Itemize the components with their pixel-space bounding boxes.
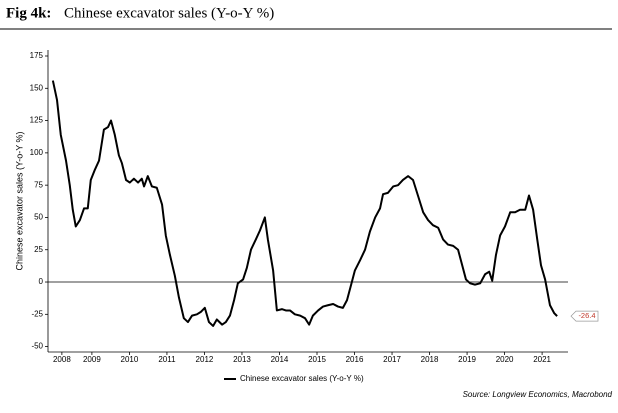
- source: Source: Longview Economics, Macrobond: [463, 390, 613, 399]
- end-label-box: [570, 310, 599, 322]
- end-value-label: -26.4: [578, 311, 595, 320]
- legend-label: Chinese excavator sales (Y-o-Y %): [240, 374, 364, 383]
- x-tick-label: 2013: [233, 355, 251, 364]
- x-tick-label: 2019: [458, 355, 476, 364]
- y-tick-label: 0: [39, 277, 44, 286]
- x-tick-label: 2021: [533, 355, 551, 364]
- x-tick-label: 2012: [196, 355, 214, 364]
- y-tick-label: 50: [34, 213, 43, 222]
- y-tick-label: -50: [31, 342, 43, 351]
- x-tick-label: 2010: [121, 355, 139, 364]
- x-tick-label: 2016: [346, 355, 364, 364]
- x-tick-label: 2011: [158, 355, 176, 364]
- line-series: [51, 80, 558, 327]
- y-tick-label: 150: [30, 83, 44, 92]
- x-tick-label: 2018: [421, 355, 439, 364]
- y-tick-label: 25: [34, 245, 43, 254]
- x-tick-label: 2008: [53, 355, 71, 364]
- y-axis-label: Chinese excavator sales (Y-o-Y %): [14, 131, 24, 270]
- y-tick-label: 125: [30, 116, 44, 125]
- x-tick-label: 2020: [496, 355, 514, 364]
- chart-title: Chinese excavator sales (Y-o-Y %): [64, 5, 274, 21]
- y-tick-label: 175: [30, 51, 44, 60]
- x-tick-label: 2009: [83, 355, 101, 364]
- figure-label: Fig 4k:: [6, 5, 51, 21]
- y-tick-label: 100: [30, 148, 44, 157]
- x-tick-label: 2015: [308, 355, 326, 364]
- x-tick-label: 2017: [383, 355, 401, 364]
- y-tick-label: 75: [34, 180, 43, 189]
- x-tick-label: 2014: [271, 355, 289, 364]
- y-tick-label: -25: [31, 309, 43, 318]
